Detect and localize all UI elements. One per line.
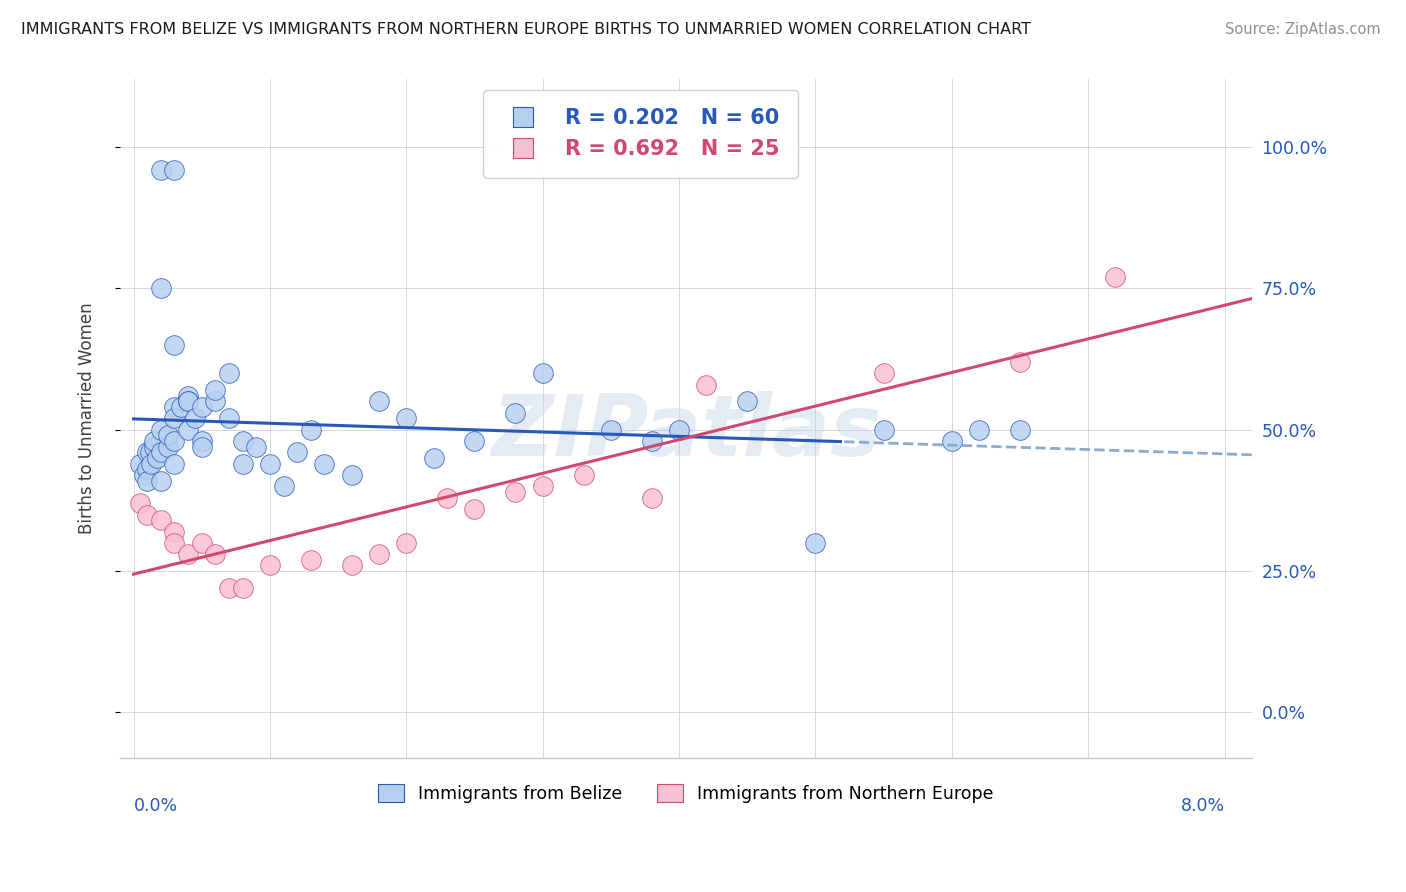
Point	[259, 558, 281, 573]
Point	[129, 457, 152, 471]
Point	[190, 536, 212, 550]
Point	[177, 394, 200, 409]
Point	[641, 434, 664, 448]
Point	[299, 423, 322, 437]
Point	[531, 366, 554, 380]
Point	[531, 479, 554, 493]
Point	[436, 491, 458, 505]
Point	[395, 536, 418, 550]
Point	[177, 423, 200, 437]
Point	[368, 394, 391, 409]
Point	[145, 450, 167, 465]
Point	[422, 450, 444, 465]
Point	[668, 423, 690, 437]
Point	[395, 411, 418, 425]
Point	[177, 547, 200, 561]
Point	[204, 383, 226, 397]
Text: ZIPatlas: ZIPatlas	[491, 391, 882, 474]
Point	[190, 440, 212, 454]
Point	[141, 457, 163, 471]
Point	[204, 394, 226, 409]
Point	[149, 162, 172, 177]
Point	[218, 366, 240, 380]
Point	[136, 462, 159, 476]
Text: IMMIGRANTS FROM BELIZE VS IMMIGRANTS FROM NORTHERN EUROPE BIRTHS TO UNMARRIED WO: IMMIGRANTS FROM BELIZE VS IMMIGRANTS FRO…	[21, 22, 1031, 37]
Point	[299, 553, 322, 567]
Point	[695, 377, 717, 392]
Point	[572, 467, 595, 482]
Point	[170, 400, 193, 414]
Point	[163, 434, 186, 448]
Y-axis label: Births to Unmarried Women: Births to Unmarried Women	[79, 302, 96, 534]
Point	[136, 474, 159, 488]
Point	[190, 434, 212, 448]
Point	[340, 467, 363, 482]
Point	[163, 338, 186, 352]
Point	[163, 536, 186, 550]
Point	[872, 423, 894, 437]
Point	[245, 440, 267, 454]
Point	[232, 581, 254, 595]
Point	[1008, 423, 1031, 437]
Point	[184, 411, 207, 425]
Point	[967, 423, 990, 437]
Point	[218, 411, 240, 425]
Point	[129, 496, 152, 510]
Point	[340, 558, 363, 573]
Point	[204, 547, 226, 561]
Point	[177, 394, 200, 409]
Point	[163, 162, 186, 177]
Point	[463, 434, 485, 448]
Point	[163, 400, 186, 414]
Point	[218, 581, 240, 595]
Point	[599, 423, 621, 437]
Point	[1104, 270, 1126, 285]
Point	[463, 502, 485, 516]
Point	[941, 434, 963, 448]
Point	[143, 440, 166, 454]
Point	[149, 423, 172, 437]
Point	[149, 445, 172, 459]
Point	[156, 440, 179, 454]
Point	[156, 428, 179, 442]
Point	[136, 445, 159, 459]
Point	[163, 457, 186, 471]
Point	[285, 445, 308, 459]
Point	[232, 434, 254, 448]
Point	[273, 479, 295, 493]
Point	[735, 394, 758, 409]
Point	[872, 366, 894, 380]
Point	[804, 536, 827, 550]
Point	[149, 474, 172, 488]
Point	[177, 389, 200, 403]
Point	[190, 400, 212, 414]
Text: 8.0%: 8.0%	[1181, 797, 1225, 814]
Point	[136, 508, 159, 522]
Point	[641, 491, 664, 505]
Point	[232, 457, 254, 471]
Point	[143, 434, 166, 448]
Point	[1008, 355, 1031, 369]
Point	[149, 513, 172, 527]
Point	[505, 406, 527, 420]
Legend: R = 0.202   N = 60, R = 0.692   N = 25: R = 0.202 N = 60, R = 0.692 N = 25	[484, 89, 797, 178]
Point	[163, 524, 186, 539]
Point	[368, 547, 391, 561]
Text: 0.0%: 0.0%	[134, 797, 177, 814]
Point	[163, 411, 186, 425]
Point	[134, 467, 156, 482]
Point	[139, 445, 162, 459]
Point	[259, 457, 281, 471]
Point	[149, 281, 172, 295]
Point	[314, 457, 336, 471]
Text: Source: ZipAtlas.com: Source: ZipAtlas.com	[1225, 22, 1381, 37]
Point	[505, 485, 527, 500]
